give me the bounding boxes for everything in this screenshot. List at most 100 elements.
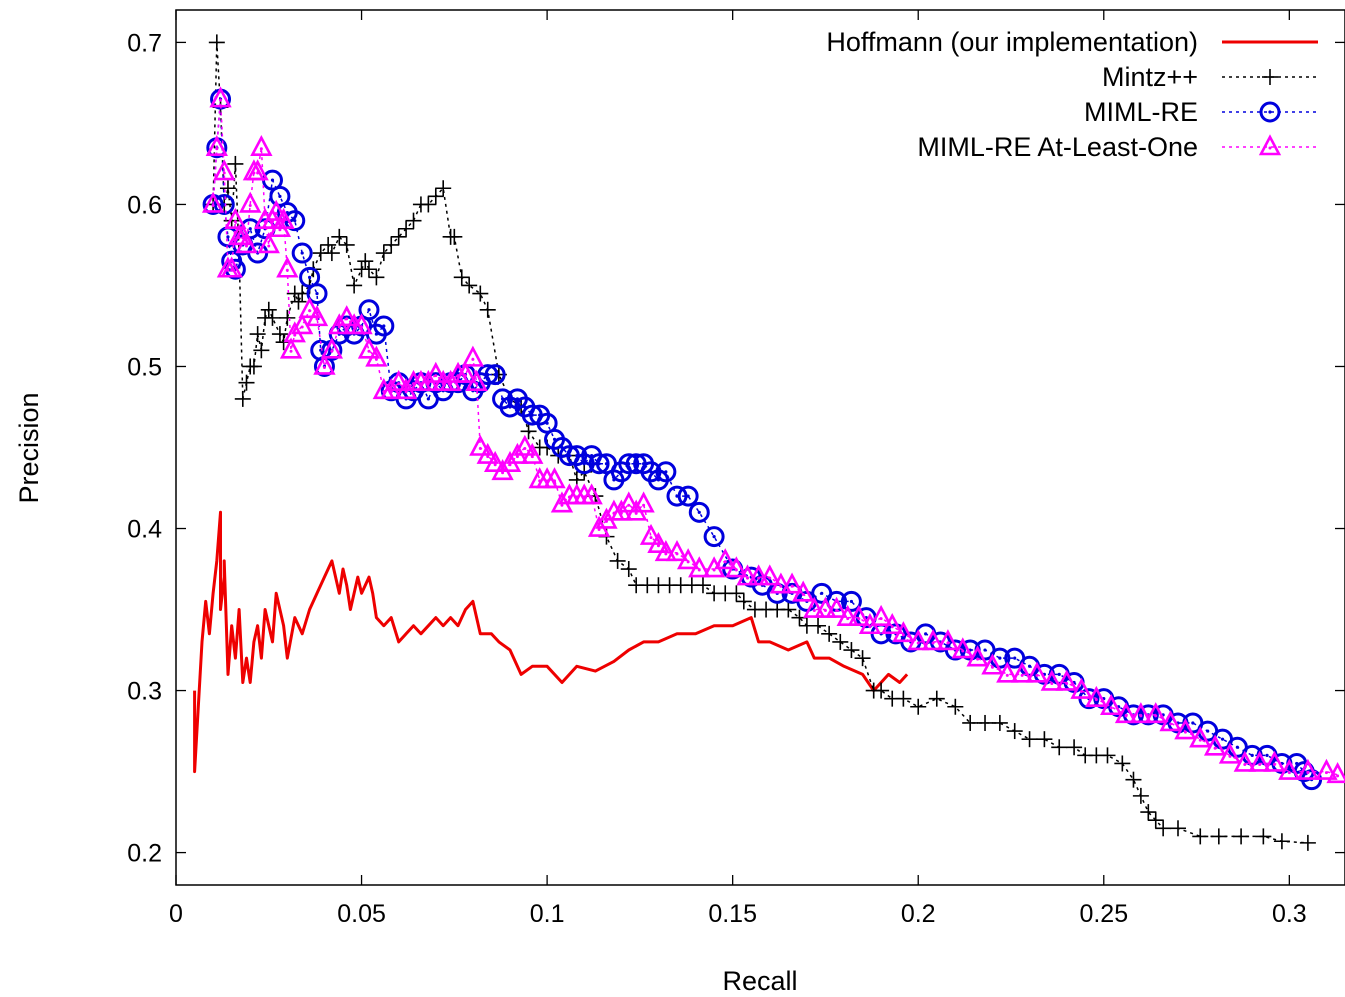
plus-marker	[383, 236, 400, 253]
legend: Hoffmann (our implementation) Mintz++ MIML…	[826, 27, 1318, 162]
plus-marker	[360, 261, 377, 278]
plus-marker	[1170, 820, 1186, 837]
triangle-marker	[201, 191, 225, 213]
triangle-marker	[654, 540, 678, 562]
triangle-marker	[1263, 750, 1286, 772]
y-tick-label: 0.4	[127, 516, 162, 544]
triangle-marker	[1326, 762, 1345, 784]
series-line	[212, 98, 1338, 776]
triangle-marker	[1174, 718, 1197, 740]
plus-marker	[446, 228, 463, 245]
plus-marker	[260, 301, 277, 318]
x-tick-label: 0.2	[901, 900, 936, 928]
triangle-marker	[476, 442, 499, 464]
triangle-marker	[1144, 702, 1167, 724]
triangle-marker	[792, 580, 815, 602]
plus-marker	[832, 633, 849, 650]
plus-marker	[249, 326, 266, 343]
legend-entry: MIML-RE	[1084, 97, 1318, 127]
plus-marker	[453, 269, 470, 286]
plus-marker	[346, 277, 363, 294]
plus-marker	[991, 714, 1008, 731]
circle-marker	[358, 299, 380, 321]
triangle-marker	[780, 572, 804, 594]
legend-label: MIML-RE	[1084, 97, 1198, 127]
triangle-marker	[951, 637, 974, 659]
triangle-marker	[1248, 750, 1271, 772]
triangle-marker	[291, 313, 314, 335]
triangle-marker	[769, 572, 793, 594]
triangle-marker	[1278, 758, 1301, 780]
plus-marker	[420, 196, 437, 213]
plus-marker	[1210, 828, 1227, 845]
triangle-marker	[239, 191, 262, 213]
circle-marker	[677, 485, 699, 507]
triangle-marker	[513, 434, 537, 456]
triangle-marker	[665, 540, 689, 562]
circle-marker	[306, 283, 328, 305]
plus-marker	[620, 561, 637, 578]
plus-marker	[331, 228, 348, 245]
plus-marker	[1140, 804, 1157, 821]
triangle-marker	[350, 313, 373, 335]
triangle-marker	[825, 596, 848, 618]
triangle-marker	[714, 548, 737, 570]
plus-marker	[1192, 828, 1209, 845]
triangle-marker	[688, 556, 711, 578]
plus-marker	[368, 269, 385, 286]
plus-marker	[390, 228, 407, 245]
x-tick-label: 0.3	[1272, 900, 1307, 928]
y-tick-label: 0.7	[127, 29, 162, 57]
plus-marker	[977, 714, 994, 731]
triangle-marker	[936, 629, 960, 651]
triangle-marker	[892, 621, 915, 643]
plus-marker	[1132, 787, 1149, 804]
plus-marker	[435, 180, 452, 197]
plus-marker	[1273, 833, 1290, 850]
triangle-marker	[639, 523, 663, 545]
triangle-marker	[454, 361, 477, 383]
triangle-marker	[213, 159, 236, 181]
plus-marker	[1114, 755, 1131, 772]
axis-tick-labels: 0 0.05 0.1 0.15 0.2 0.25 0.3 0.2 0.3 0.4 0.5 0.6 0.7	[127, 29, 1306, 928]
triangle-marker	[1010, 661, 1034, 683]
axis-ticks	[175, 10, 1345, 885]
series-line	[193, 510, 909, 774]
triangle-marker	[1114, 702, 1138, 724]
triangle-marker	[1296, 758, 1320, 780]
plus-marker	[1233, 828, 1250, 845]
plus-marker	[357, 253, 374, 270]
triangle-marker	[235, 232, 258, 254]
triangle-marker	[758, 564, 781, 586]
plus-marker	[219, 180, 236, 197]
plus-marker	[520, 423, 537, 440]
series-line	[212, 98, 1313, 781]
plus-marker	[264, 309, 281, 326]
triangle-marker	[298, 296, 321, 319]
y-tick-label: 0.6	[127, 191, 162, 219]
triangle-marker	[676, 548, 700, 570]
triangle-marker	[725, 556, 748, 578]
plus-marker	[1147, 812, 1164, 829]
plus-marker	[1255, 828, 1272, 845]
plus-marker	[694, 577, 711, 594]
triangle-marker	[1218, 742, 1242, 764]
triangle-marker	[836, 604, 859, 626]
plus-marker	[962, 714, 979, 731]
plus-marker	[234, 390, 251, 407]
triangle-marker	[803, 596, 826, 618]
series-layer	[193, 34, 1345, 851]
triangle-marker	[335, 305, 358, 327]
x-axis-title: Recall	[722, 966, 797, 996]
plus-marker	[227, 155, 244, 172]
y-axis-title: Precision	[14, 392, 44, 503]
triangle-marker	[469, 434, 492, 456]
triangle-marker	[996, 661, 1019, 683]
plus-marker	[279, 309, 296, 326]
x-tick-label: 0.05	[337, 900, 386, 928]
plus-marker	[479, 301, 496, 318]
plus-marker	[1262, 69, 1278, 85]
triangle-marker	[220, 256, 243, 278]
plus-marker	[405, 212, 422, 229]
